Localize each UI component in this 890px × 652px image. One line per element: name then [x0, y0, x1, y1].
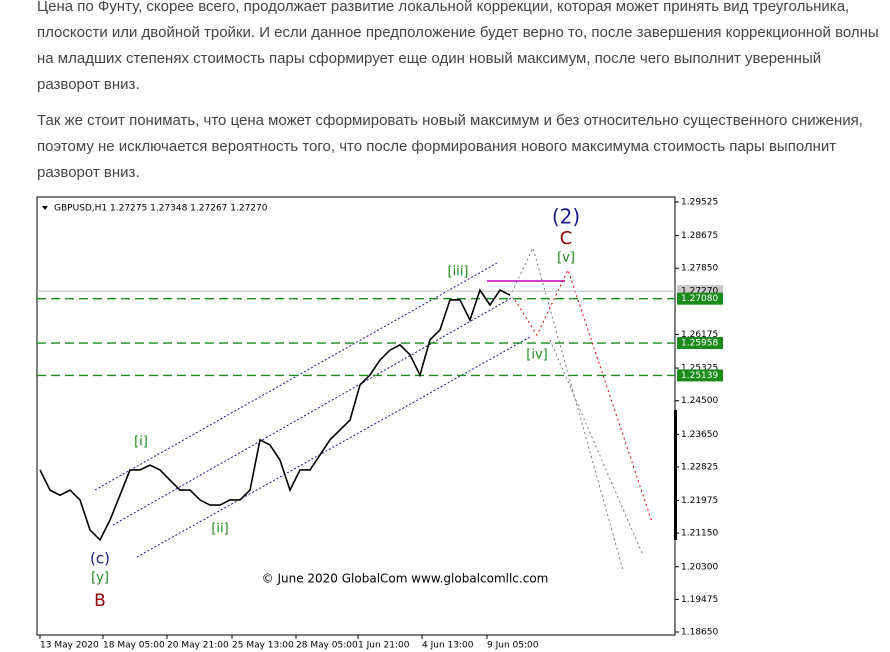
level-label: 1.25139 — [681, 371, 718, 381]
wave-label: [iv] — [526, 348, 547, 363]
current-price-label: 1.27270 — [681, 287, 718, 297]
y-tick-label: 1.20300 — [681, 562, 718, 572]
wave-label: [i] — [134, 435, 148, 450]
paragraph: Так же стоит понимать, что цена может сф… — [37, 112, 863, 181]
y-tick-label: 1.19475 — [681, 595, 718, 605]
article-text: Цена по Фунту, скорее всего, продолжает … — [37, 0, 882, 196]
chart-header: GBPUSD,H1 1.27275 1.27348 1.27267 1.2727… — [54, 204, 268, 214]
x-tick-label: 1 Jun 21:00 — [358, 641, 410, 651]
price-line — [39, 288, 511, 542]
y-tick-label: 1.27850 — [681, 264, 718, 274]
wave-label: [y] — [91, 571, 109, 586]
y-tick-label: 1.28675 — [681, 231, 718, 241]
level-box — [677, 337, 723, 350]
wave-label: [v] — [557, 251, 575, 266]
y-tick-label: 1.21150 — [681, 529, 718, 539]
projection-gray — [511, 246, 643, 571]
wave-label: [iii] — [448, 265, 469, 280]
plot-frame — [36, 196, 676, 636]
level-box — [677, 292, 723, 305]
x-tick-label: 18 May 05:00 — [103, 641, 165, 651]
x-tick-label: 9 Jun 05:00 — [487, 641, 539, 651]
wave-label: [ii] — [211, 522, 228, 537]
y-tick-label: 1.25325 — [681, 364, 718, 374]
copyright: © June 2020 GlobalCom www.globalcomllc.c… — [262, 572, 549, 586]
wave-label: C — [560, 228, 573, 249]
x-tick-label: 28 May 05:00 — [296, 641, 358, 651]
y-tick-label: 1.29525 — [681, 198, 718, 208]
level-label: 1.25958 — [681, 339, 718, 349]
level-box — [677, 369, 723, 382]
scale-bar — [674, 410, 677, 540]
wave-label: B — [94, 591, 106, 611]
y-tick-label: 1.22825 — [681, 462, 718, 472]
paragraph: Цена по Фунту, скорее всего, продолжает … — [37, 0, 879, 93]
y-tick-label: 1.21975 — [681, 496, 718, 506]
channel — [94, 262, 531, 558]
wave-label: (c) — [90, 550, 110, 568]
x-tick-label: 13 May 2020 — [40, 641, 99, 651]
x-tick-label: 4 Jun 13:00 — [422, 641, 474, 651]
y-tick-label: 1.24500 — [681, 396, 718, 406]
level-label: 1.27080 — [681, 294, 718, 304]
x-tick-label: 25 May 13:00 — [232, 641, 294, 651]
x-tick-label: 20 May 21:00 — [167, 641, 229, 651]
projection-red — [514, 268, 653, 523]
y-tick-label: 1.23650 — [681, 430, 718, 440]
header-icon — [42, 206, 48, 210]
wave-label: (2) — [552, 205, 580, 229]
y-tick-label: 1.18650 — [681, 628, 718, 638]
y-tick-label: 1.26175 — [681, 330, 718, 340]
